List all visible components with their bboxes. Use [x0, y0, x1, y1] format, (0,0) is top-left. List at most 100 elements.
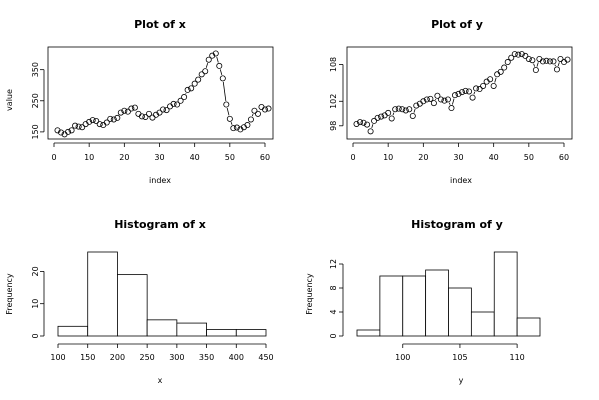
data-point	[402, 107, 409, 114]
data-point	[96, 121, 103, 128]
chart-title: Histogram of x	[114, 218, 206, 231]
data-point	[188, 85, 195, 92]
data-point	[68, 127, 75, 134]
y-tick-label: 250	[31, 93, 40, 108]
data-point	[212, 50, 219, 57]
data-point	[353, 120, 360, 127]
x-axis-label: index	[450, 176, 472, 185]
data-point	[244, 122, 251, 129]
data-point	[124, 108, 131, 115]
data-point	[230, 125, 237, 132]
data-point	[508, 54, 515, 61]
data-point	[103, 119, 110, 126]
data-point	[388, 115, 395, 122]
series-segment	[251, 113, 254, 117]
data-point	[501, 64, 508, 71]
histogram-bar	[176, 322, 207, 337]
x-tick-label: 50	[524, 153, 534, 162]
data-point	[532, 67, 539, 74]
series-segment	[448, 102, 451, 105]
series-segment	[222, 81, 227, 101]
series-segment	[473, 91, 476, 95]
x-tick-label: 10	[84, 153, 94, 162]
data-point	[93, 118, 100, 125]
y-tick-label: 0	[31, 333, 40, 338]
data-point	[202, 68, 209, 75]
data-point	[247, 116, 254, 123]
y-tick-label: 98	[329, 121, 338, 131]
x-axis-label: y	[459, 376, 464, 385]
x-tick-label: 350	[199, 353, 214, 362]
data-point	[459, 89, 466, 96]
data-point	[497, 68, 504, 75]
x-tick-label: 60	[559, 153, 569, 162]
histogram-bar	[117, 274, 148, 337]
data-point	[233, 124, 240, 131]
y-tick-label: 10	[31, 299, 40, 309]
data-point	[258, 104, 265, 111]
series-segment	[452, 98, 455, 105]
y-tick-label: 350	[31, 62, 40, 77]
data-point	[441, 97, 448, 104]
data-point	[100, 122, 107, 129]
chart-title: Plot of y	[431, 18, 483, 31]
data-point	[223, 101, 230, 108]
histogram-bar	[425, 269, 449, 337]
x-tick-label: 250	[140, 353, 155, 362]
series-segment	[205, 63, 209, 68]
data-point	[392, 106, 399, 113]
x-tick-label: 105	[452, 353, 467, 362]
data-point	[135, 110, 142, 117]
data-point	[128, 105, 135, 112]
data-point	[191, 80, 198, 87]
data-point	[451, 92, 458, 99]
series-segment	[392, 112, 395, 116]
data-point	[480, 82, 487, 89]
histogram-bar	[206, 329, 237, 337]
data-point	[367, 128, 374, 135]
data-point	[413, 102, 420, 109]
x-tick-label: 110	[509, 353, 524, 362]
series-segment	[557, 62, 560, 67]
data-point	[378, 113, 385, 120]
data-point	[357, 119, 364, 126]
data-point	[469, 94, 476, 101]
panel-4: Histogram of y y Frequency 100 105 110 0 4 8 12	[305, 218, 541, 385]
data-point	[371, 117, 378, 124]
data-point	[490, 82, 497, 89]
data-point	[184, 86, 191, 93]
data-point	[174, 101, 181, 108]
x-tick-label: 400	[229, 353, 244, 362]
series-segment	[413, 108, 416, 113]
series-segment	[219, 69, 223, 76]
data-point	[170, 100, 177, 107]
histogram-bar	[57, 325, 89, 337]
y-tick-label: 20	[31, 266, 40, 276]
data-point	[374, 114, 381, 121]
x-tick-label: 60	[260, 153, 270, 162]
data-point	[564, 56, 571, 63]
x-tick-label: 450	[258, 353, 273, 362]
data-point	[420, 98, 427, 105]
data-point	[138, 113, 145, 120]
data-point	[511, 51, 518, 58]
data-point	[265, 105, 272, 112]
histogram-bar	[402, 275, 427, 337]
data-point	[529, 57, 536, 64]
histogram-bar	[235, 329, 267, 337]
y-tick-label: 150	[31, 124, 40, 139]
x-tick-label: 300	[169, 353, 184, 362]
data-point	[251, 107, 258, 114]
data-point	[504, 59, 511, 66]
data-point	[427, 95, 434, 102]
panel-2: Plot of y index 0 10 20 30 40 50 60 98 102 108	[329, 18, 573, 185]
series-segment	[216, 56, 219, 63]
data-point	[254, 110, 261, 117]
data-point	[462, 87, 469, 94]
data-point	[121, 107, 128, 114]
data-point	[142, 113, 149, 120]
series-segment	[533, 63, 536, 67]
data-point	[518, 51, 525, 58]
y-tick-label: 108	[329, 57, 338, 72]
